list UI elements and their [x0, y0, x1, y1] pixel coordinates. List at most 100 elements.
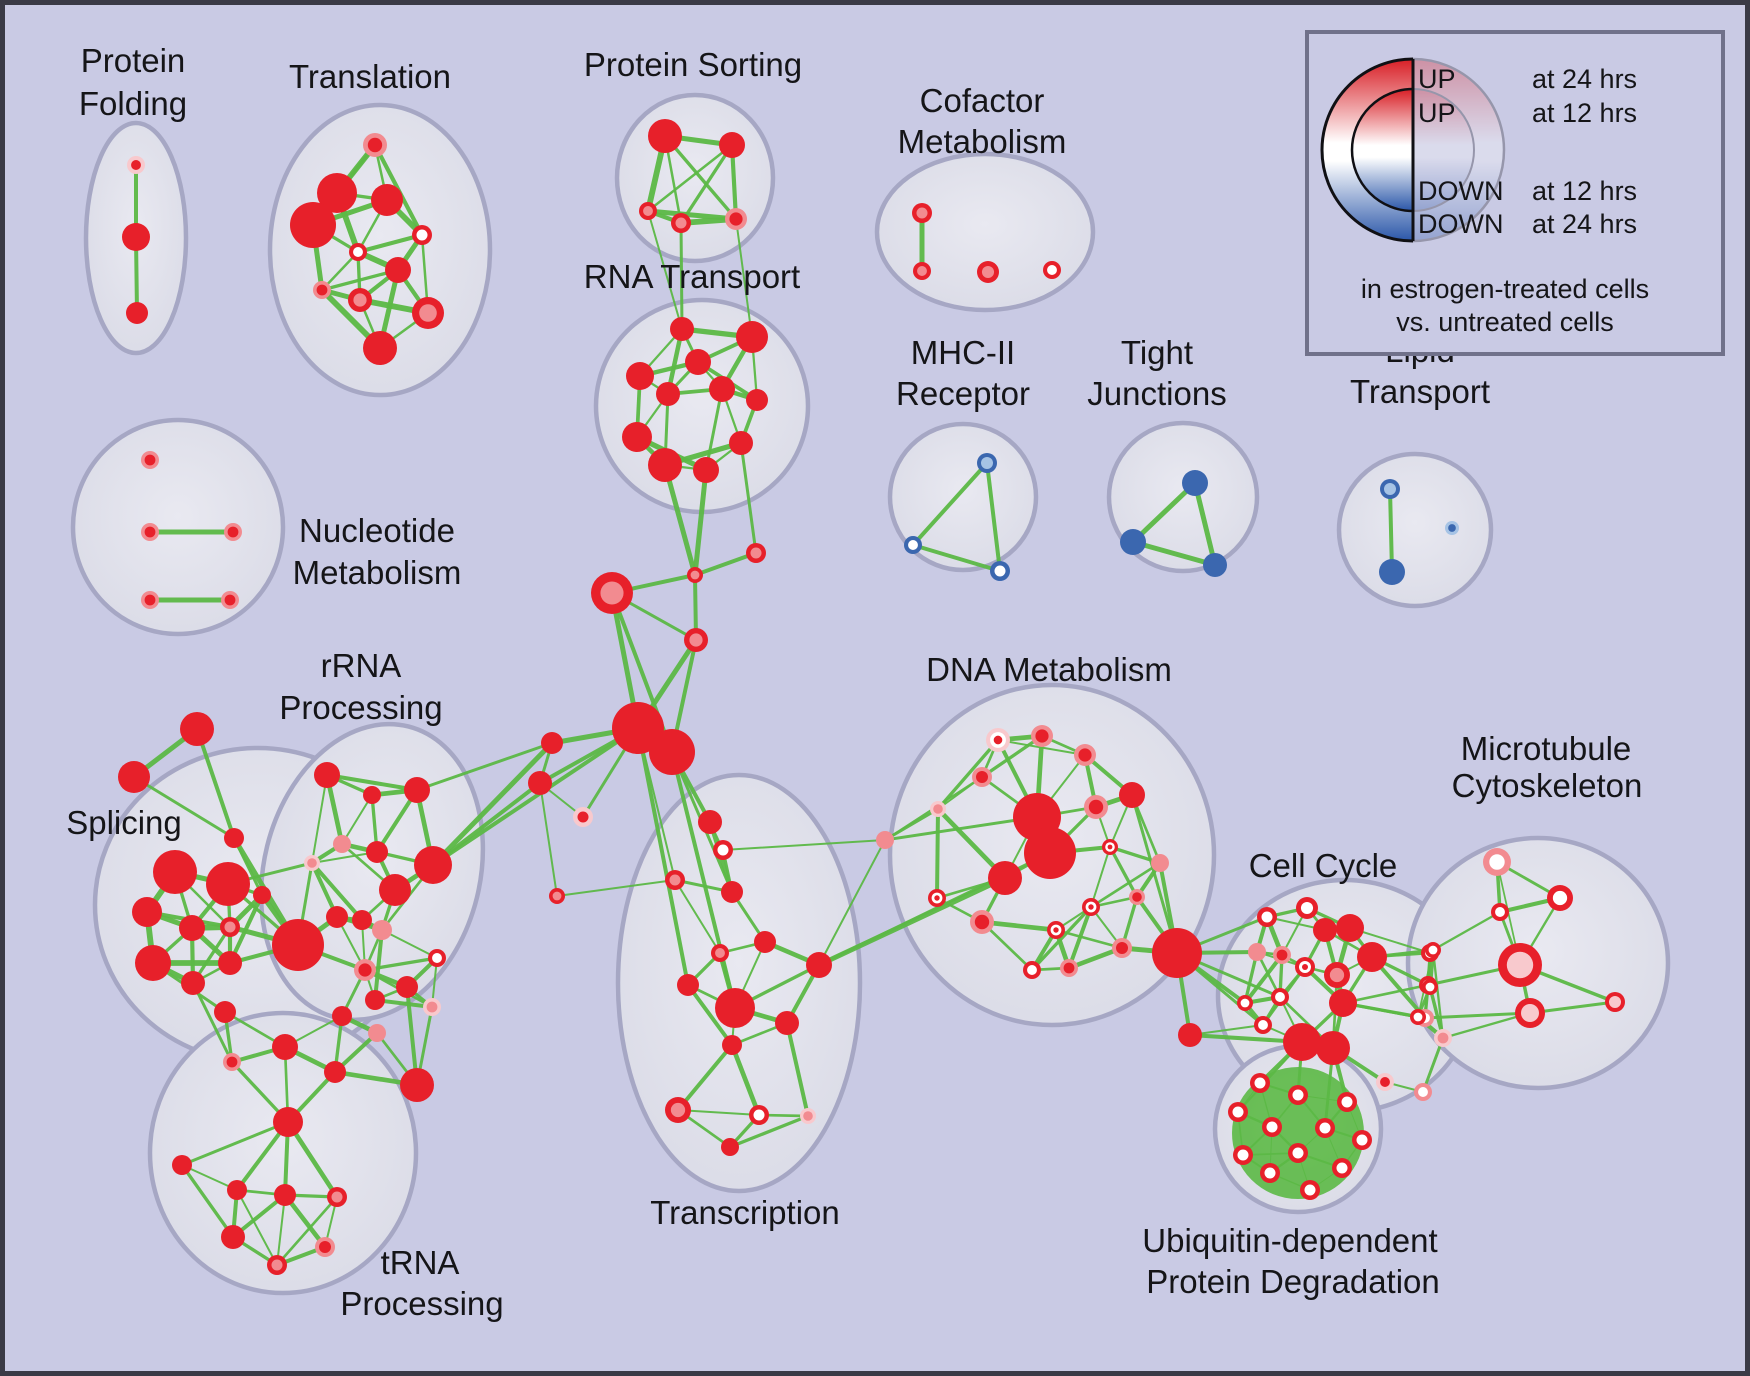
network-node — [366, 841, 388, 863]
network-node — [412, 225, 432, 245]
network-node — [1434, 1029, 1452, 1047]
cluster-label-cell-cycle: Cell Cycle — [1249, 847, 1398, 884]
network-node — [988, 861, 1022, 895]
network-node — [317, 173, 357, 213]
network-edge — [191, 981, 234, 1064]
cluster-label-tight-junctions: Junctions — [1087, 375, 1226, 412]
cluster-label-ubiquitin-degradation: Ubiquitin-dependent — [1142, 1222, 1437, 1259]
network-edge — [232, 836, 264, 897]
cluster-ellipse-lipid-transport — [1336, 451, 1494, 609]
network-node — [736, 321, 768, 353]
network-node — [1023, 961, 1041, 979]
cluster-label-rrna-processing: rRNA — [321, 647, 402, 684]
labels-layer: Protein Folding Translation Protein Sorting… — [66, 42, 1642, 1322]
network-node — [272, 919, 324, 971]
network-node — [141, 523, 159, 541]
network-edge — [1441, 1011, 1532, 1040]
network-node — [326, 906, 348, 928]
network-node — [725, 208, 747, 230]
network-edge — [735, 218, 753, 338]
network-node — [1296, 897, 1318, 919]
network-edge — [415, 741, 554, 792]
cluster-label-translation: Translation — [289, 58, 451, 95]
network-node — [626, 362, 654, 390]
network-edge — [692, 467, 709, 578]
network-edge — [662, 462, 698, 578]
network-node — [181, 971, 205, 995]
cluster-label-tight-junctions: Tight — [1121, 334, 1193, 371]
network-node — [1112, 938, 1132, 958]
network-edge — [704, 387, 724, 472]
network-edge — [1089, 861, 1162, 909]
network-node — [1273, 946, 1291, 964]
network-edge — [911, 461, 989, 547]
cluster-label-nucleotide-metabolism: Nucleotide — [299, 512, 455, 549]
network-node — [1074, 744, 1096, 766]
network-node — [122, 223, 150, 251]
legend-note: in estrogen-treated cells — [1361, 274, 1649, 304]
network-node — [368, 1024, 386, 1042]
legend-circle-right-half — [1413, 57, 1506, 243]
network-edge — [1130, 539, 1218, 568]
network-edge — [1130, 793, 1179, 955]
legend-row-time: at 24 hrs — [1532, 209, 1637, 239]
network-node — [1352, 1130, 1372, 1150]
network-node — [1491, 903, 1509, 921]
network-node — [677, 974, 699, 996]
network-node — [719, 132, 745, 158]
legend-row-time: at 24 hrs — [1532, 64, 1637, 94]
network-node — [1271, 988, 1289, 1006]
network-node — [348, 288, 372, 312]
network-edge — [1030, 905, 1093, 972]
network-node — [1315, 1118, 1335, 1138]
network-node — [327, 1187, 347, 1207]
network-edge — [1388, 487, 1394, 574]
network-node — [591, 572, 633, 614]
cluster-ellipse-transcription — [615, 772, 863, 1194]
network-node — [972, 767, 992, 787]
network-node — [573, 807, 593, 827]
network-edge — [1108, 845, 1139, 899]
network-node — [806, 952, 832, 978]
network-node — [332, 1006, 352, 1026]
network-node — [1043, 261, 1061, 279]
network-edge — [355, 232, 425, 255]
network-node — [541, 732, 563, 754]
network-node — [913, 262, 931, 280]
network-node — [1316, 1031, 1350, 1065]
network-node — [1288, 1143, 1308, 1163]
network-node — [126, 302, 148, 324]
legend-circle-left-half — [1320, 57, 1413, 243]
network-node — [224, 828, 244, 848]
network-node — [1152, 928, 1202, 978]
network-node — [1357, 942, 1387, 972]
network-edge — [1189, 1024, 1264, 1036]
network-node — [372, 920, 392, 940]
network-node — [1445, 521, 1459, 535]
cluster-label-trna-processing: tRNA — [381, 1244, 460, 1281]
cluster-label-trna-processing: Processing — [340, 1285, 503, 1322]
network-edge — [180, 1163, 235, 1239]
network-node — [622, 422, 652, 452]
network-node — [179, 915, 205, 941]
network-edge — [722, 839, 886, 851]
cluster-label-protein-folding: Folding — [79, 85, 187, 122]
network-edge — [674, 879, 721, 954]
cluster-label-ubiquitin-degradation: Protein Degradation — [1146, 1263, 1440, 1300]
network-node — [977, 453, 997, 473]
network-node — [709, 376, 735, 402]
cluster-label-nucleotide-metabolism: Metabolism — [293, 554, 462, 591]
network-edge — [236, 1189, 278, 1266]
cluster-ellipse-nucleotide-metabolism — [70, 417, 286, 637]
network-node — [754, 931, 776, 953]
network-node — [400, 1068, 434, 1102]
network-node — [127, 156, 145, 174]
network-node — [314, 762, 340, 788]
network-node — [224, 523, 242, 541]
network-edge — [275, 1195, 339, 1267]
cluster-ellipse-trna-processing — [147, 1010, 419, 1296]
network-node — [141, 451, 159, 469]
network-edge — [883, 815, 1039, 842]
network-node — [414, 846, 452, 884]
network-node — [118, 761, 150, 793]
